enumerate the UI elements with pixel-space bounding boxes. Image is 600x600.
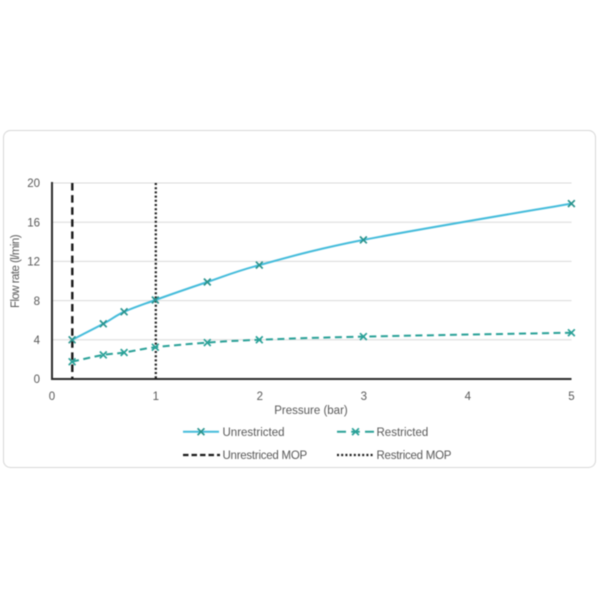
svg-text:20: 20 bbox=[27, 178, 40, 190]
svg-text:Unrestriced MOP: Unrestriced MOP bbox=[223, 450, 308, 462]
svg-text:Restriced MOP: Restriced MOP bbox=[377, 450, 452, 462]
svg-text:5: 5 bbox=[568, 391, 574, 403]
svg-text:0: 0 bbox=[49, 391, 55, 403]
svg-text:0: 0 bbox=[34, 374, 40, 386]
svg-text:4: 4 bbox=[34, 335, 41, 347]
svg-text:4: 4 bbox=[465, 391, 472, 403]
svg-text:Unrestricted: Unrestricted bbox=[223, 427, 285, 439]
svg-text:3: 3 bbox=[361, 391, 367, 403]
svg-text:8: 8 bbox=[34, 296, 40, 308]
svg-text:Flow rate (l/min): Flow rate (l/min) bbox=[10, 234, 22, 308]
svg-text:16: 16 bbox=[27, 217, 40, 229]
svg-text:12: 12 bbox=[27, 257, 40, 269]
svg-text:Restricted: Restricted bbox=[377, 427, 429, 439]
svg-text:Pressure (bar): Pressure (bar) bbox=[274, 405, 348, 417]
svg-text:2: 2 bbox=[257, 391, 263, 403]
svg-text:1: 1 bbox=[153, 391, 159, 403]
